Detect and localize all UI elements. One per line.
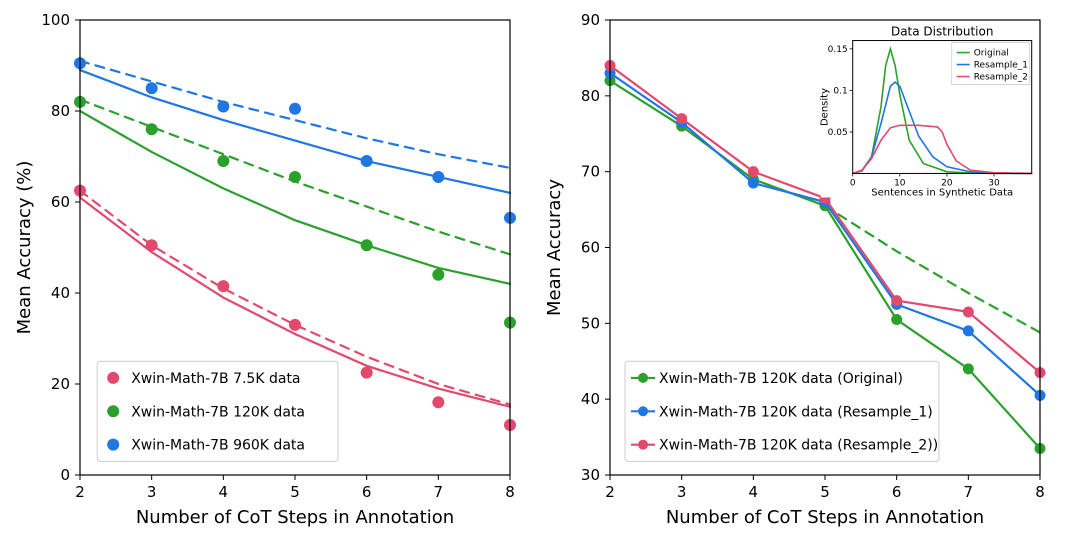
svg-text:8: 8 <box>505 483 515 501</box>
svg-text:40: 40 <box>51 284 70 302</box>
svg-text:Mean Accuracy: Mean Accuracy <box>544 179 565 316</box>
svg-text:Xwin-Math-7B 960K data: Xwin-Math-7B 960K data <box>131 438 305 454</box>
svg-text:Sentences in Synthetic Data: Sentences in Synthetic Data <box>871 187 1013 198</box>
svg-text:Resample_2: Resample_2 <box>974 73 1028 83</box>
svg-text:0.05: 0.05 <box>828 128 848 138</box>
svg-text:4: 4 <box>749 483 759 501</box>
svg-text:Data Distribution: Data Distribution <box>891 25 993 39</box>
svg-text:Resample_1: Resample_1 <box>974 61 1028 71</box>
svg-text:60: 60 <box>51 193 70 211</box>
svg-text:7: 7 <box>434 483 444 501</box>
svg-text:100: 100 <box>41 11 70 29</box>
svg-text:0: 0 <box>60 466 70 484</box>
svg-text:Xwin-Math-7B 120K data (Resamp: Xwin-Math-7B 120K data (Resample_1) <box>659 404 933 420</box>
svg-text:80: 80 <box>51 102 70 120</box>
svg-text:0.15: 0.15 <box>828 45 848 55</box>
svg-text:4: 4 <box>219 483 229 501</box>
svg-text:50: 50 <box>581 314 600 332</box>
svg-text:90: 90 <box>581 11 600 29</box>
svg-text:7: 7 <box>964 483 974 501</box>
svg-text:Number of CoT Steps in Annotat: Number of CoT Steps in Annotation <box>666 507 984 528</box>
svg-text:Xwin-Math-7B 120K data: Xwin-Math-7B 120K data <box>131 404 305 420</box>
svg-text:Xwin-Math-7B 7.5K data: Xwin-Math-7B 7.5K data <box>131 371 300 387</box>
svg-text:60: 60 <box>581 239 600 257</box>
svg-text:0.1: 0.1 <box>833 86 847 96</box>
inset-chart: 01020300.050.10.15Data DistributionSente… <box>820 25 1036 199</box>
svg-text:40: 40 <box>581 390 600 408</box>
svg-text:20: 20 <box>51 375 70 393</box>
svg-text:30: 30 <box>581 466 600 484</box>
left-chart: 2345678020406080100Number of CoT Steps i… <box>80 20 510 535</box>
right-chart: 234567830405060708090Number of CoT Steps… <box>610 20 1040 535</box>
svg-text:6: 6 <box>362 483 372 501</box>
svg-text:3: 3 <box>677 483 687 501</box>
svg-text:2: 2 <box>605 483 615 501</box>
svg-text:5: 5 <box>290 483 300 501</box>
svg-text:80: 80 <box>581 87 600 105</box>
svg-text:Original: Original <box>974 49 1009 59</box>
svg-text:2: 2 <box>75 483 85 501</box>
svg-text:3: 3 <box>147 483 157 501</box>
svg-text:70: 70 <box>581 163 600 181</box>
svg-text:Xwin-Math-7B 120K data (Origin: Xwin-Math-7B 120K data (Original) <box>659 371 903 387</box>
svg-text:Xwin-Math-7B 120K data (Resamp: Xwin-Math-7B 120K data (Resample_2)) <box>659 438 938 454</box>
svg-text:0: 0 <box>850 178 856 188</box>
svg-text:Density: Density <box>820 88 831 126</box>
svg-text:8: 8 <box>1035 483 1045 501</box>
svg-text:5: 5 <box>820 483 830 501</box>
svg-text:Number of CoT Steps in Annotat: Number of CoT Steps in Annotation <box>136 507 454 528</box>
svg-text:Mean Accuracy (%): Mean Accuracy (%) <box>14 161 35 335</box>
svg-text:6: 6 <box>892 483 902 501</box>
figure: 2345678020406080100Number of CoT Steps i… <box>0 0 1080 536</box>
